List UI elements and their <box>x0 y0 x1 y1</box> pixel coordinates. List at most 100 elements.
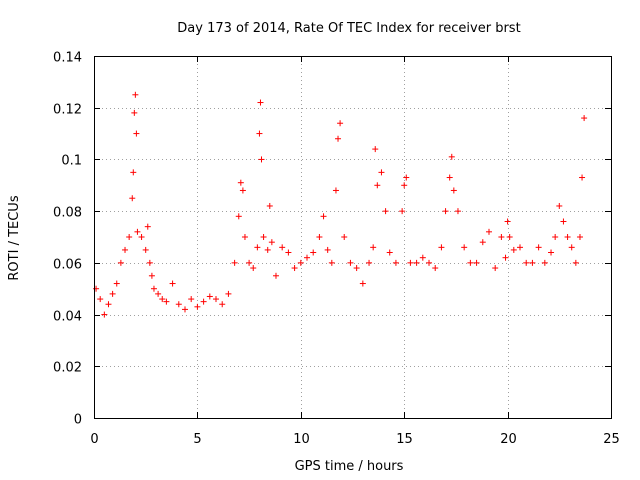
data-point <box>332 187 339 194</box>
data-point <box>97 296 104 303</box>
data-point <box>272 272 279 279</box>
data-point <box>498 234 505 240</box>
data-point <box>241 234 248 240</box>
data-point <box>200 298 207 305</box>
data-point <box>446 174 453 181</box>
x-tick-label: 10 <box>293 432 310 447</box>
data-point <box>133 130 140 137</box>
data-point <box>572 259 579 266</box>
data-point <box>432 265 439 272</box>
data-point <box>194 303 201 310</box>
data-point <box>129 195 136 202</box>
y-tick-label: 0.08 <box>53 206 82 221</box>
data-point <box>159 296 166 303</box>
data-point <box>419 254 426 261</box>
data-point <box>246 259 253 266</box>
data-point <box>219 301 226 308</box>
data-point <box>235 213 242 220</box>
data-point <box>310 249 317 256</box>
data-point <box>374 182 381 189</box>
data-point <box>239 187 246 194</box>
data-point <box>502 254 509 261</box>
data-point <box>237 179 244 186</box>
data-point <box>413 259 420 266</box>
data-point <box>426 259 433 266</box>
data-point <box>438 244 445 251</box>
y-axis-label: ROTI / TECUs <box>7 195 22 280</box>
data-point <box>382 208 389 215</box>
data-point <box>113 280 120 287</box>
data-point <box>134 228 141 235</box>
data-point <box>506 234 513 240</box>
data-point <box>291 265 298 272</box>
data-point <box>206 293 213 300</box>
data-point <box>109 290 116 297</box>
data-point <box>148 272 155 279</box>
data-point <box>266 202 273 209</box>
data-point <box>399 208 406 215</box>
data-point <box>492 265 499 272</box>
data-point <box>366 259 373 266</box>
data-point <box>568 244 575 251</box>
y-tick-label: 0 <box>74 413 82 428</box>
x-axis-label: GPS time / hours <box>295 459 404 474</box>
data-point <box>359 280 366 287</box>
data-point <box>386 249 393 256</box>
data-point <box>297 259 304 266</box>
data-point <box>370 244 377 251</box>
data-point <box>448 153 455 160</box>
data-point <box>132 91 139 98</box>
data-point <box>257 99 264 106</box>
x-tick-label: 25 <box>603 432 620 447</box>
y-tick-label: 0.04 <box>53 310 82 325</box>
data-points <box>93 91 588 318</box>
data-point <box>548 249 555 256</box>
data-point <box>461 244 468 251</box>
data-point <box>556 202 563 209</box>
data-point <box>581 115 588 122</box>
data-point <box>225 290 232 297</box>
data-point <box>510 246 517 253</box>
data-point <box>264 246 271 253</box>
data-point <box>304 254 311 261</box>
data-point <box>401 182 408 189</box>
data-point <box>324 246 331 253</box>
data-point <box>442 208 449 215</box>
y-tick-label: 0.14 <box>53 51 82 66</box>
data-point <box>378 169 385 176</box>
data-point <box>337 120 344 127</box>
data-point <box>353 265 360 272</box>
data-point <box>231 259 238 266</box>
data-point <box>279 244 286 251</box>
data-point <box>552 234 559 240</box>
y-tick-label: 0.02 <box>53 361 82 376</box>
y-tick-label: 0.1 <box>61 154 82 169</box>
data-point <box>479 239 486 246</box>
x-tick-label: 15 <box>396 432 413 447</box>
y-tick-label: 0.12 <box>53 103 82 118</box>
data-point <box>101 311 108 318</box>
data-point <box>256 130 263 137</box>
data-point <box>392 259 399 266</box>
plot-frame <box>94 56 612 419</box>
data-point <box>213 296 220 303</box>
data-point <box>285 249 292 256</box>
ticks-layer <box>94 56 612 419</box>
data-point <box>268 239 275 246</box>
data-point <box>517 244 524 251</box>
data-point <box>169 280 176 287</box>
x-tick-label: 0 <box>90 432 98 447</box>
data-point <box>564 234 571 240</box>
data-point <box>407 259 414 266</box>
data-point <box>254 244 261 251</box>
data-point <box>485 228 492 235</box>
data-point <box>347 259 354 266</box>
data-point <box>144 223 151 230</box>
data-point <box>403 174 410 181</box>
data-point <box>328 259 335 266</box>
x-tick-labels: 0 5 10 15 20 25 <box>90 432 619 447</box>
data-point <box>260 234 267 240</box>
data-point <box>576 234 583 240</box>
data-point <box>163 298 170 305</box>
